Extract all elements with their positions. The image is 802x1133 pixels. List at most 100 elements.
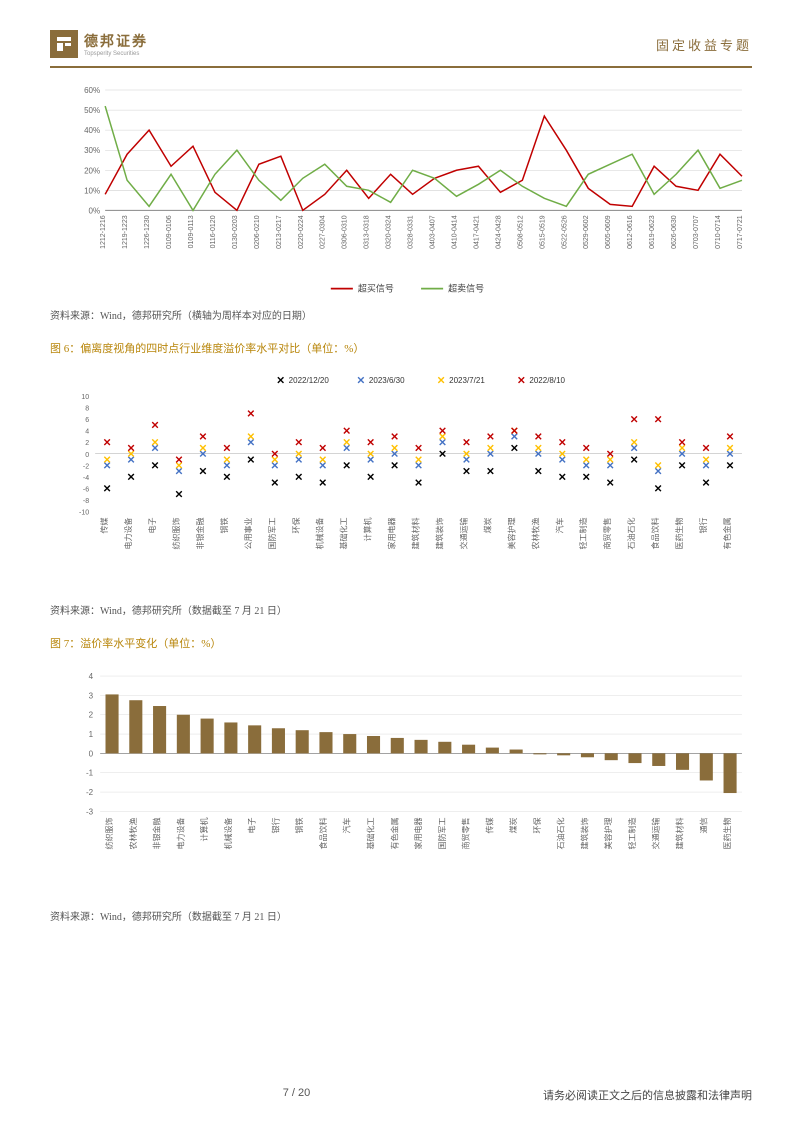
svg-text:0109-0113: 0109-0113 xyxy=(188,215,195,248)
page-footer: 7 / 20 请务必阅读正文之后的信息披露和法律声明 xyxy=(50,1087,752,1103)
svg-text:钢铁: 钢铁 xyxy=(219,517,229,533)
chart-3-source: 资料来源：Wind，德邦研究所（数据截至 7 月 21 日） xyxy=(50,908,752,923)
svg-text:0116-0120: 0116-0120 xyxy=(210,215,217,248)
svg-text:钢铁: 钢铁 xyxy=(294,818,304,834)
svg-text:2022/8/10: 2022/8/10 xyxy=(529,376,565,385)
svg-text:超卖信号: 超卖信号 xyxy=(448,283,484,294)
svg-text:2: 2 xyxy=(89,711,94,720)
svg-text:交通运输: 交通运输 xyxy=(651,818,661,850)
svg-text:美容护理: 美容护理 xyxy=(506,517,516,549)
svg-text:0605-0609: 0605-0609 xyxy=(605,215,612,249)
svg-text:机械设备: 机械设备 xyxy=(223,818,233,850)
svg-text:石油石化: 石油石化 xyxy=(556,818,566,850)
svg-text:2: 2 xyxy=(85,440,89,447)
svg-text:2022/12/20: 2022/12/20 xyxy=(289,376,330,385)
svg-text:有色金属: 有色金属 xyxy=(722,517,732,549)
svg-text:4: 4 xyxy=(85,428,89,435)
svg-text:1226-1230: 1226-1230 xyxy=(144,215,151,249)
svg-text:电力设备: 电力设备 xyxy=(123,517,133,549)
svg-text:通信: 通信 xyxy=(698,818,708,834)
fig-7-title: 图 7：溢价率水平变化（单位：%） xyxy=(50,635,752,651)
svg-text:基础化工: 基础化工 xyxy=(366,818,376,850)
svg-text:0612-0616: 0612-0616 xyxy=(627,215,634,249)
svg-text:0227-0304: 0227-0304 xyxy=(320,215,327,249)
svg-text:40%: 40% xyxy=(84,126,100,135)
logo-cn: 德邦证券 xyxy=(84,31,148,51)
footer-disclaimer: 请务必阅读正文之后的信息披露和法律声明 xyxy=(543,1087,752,1103)
svg-text:-2: -2 xyxy=(83,463,89,470)
svg-text:美容护理: 美容护理 xyxy=(603,818,613,850)
svg-text:纺织服饰: 纺织服饰 xyxy=(171,517,181,549)
svg-text:计算机: 计算机 xyxy=(363,517,373,541)
svg-text:0: 0 xyxy=(89,750,94,759)
svg-text:0130-0203: 0130-0203 xyxy=(232,215,239,249)
svg-text:国防军工: 国防军工 xyxy=(267,517,277,549)
svg-text:0206-0210: 0206-0210 xyxy=(254,215,261,249)
svg-text:0328-0331: 0328-0331 xyxy=(408,215,415,249)
logo: 德邦证券 Topsperity Securities xyxy=(50,30,148,58)
svg-text:-4: -4 xyxy=(83,474,89,481)
svg-text:家用电器: 家用电器 xyxy=(387,517,397,549)
svg-text:轻工制造: 轻工制造 xyxy=(578,517,588,549)
svg-text:食品饮料: 食品饮料 xyxy=(318,818,328,850)
svg-text:煤炭: 煤炭 xyxy=(482,517,492,533)
svg-text:商贸零售: 商贸零售 xyxy=(461,818,471,850)
svg-text:建筑装饰: 建筑装饰 xyxy=(579,818,589,850)
svg-text:3: 3 xyxy=(89,692,94,701)
svg-text:非银金融: 非银金融 xyxy=(152,818,162,850)
svg-text:食品饮料: 食品饮料 xyxy=(650,517,660,549)
svg-text:汽车: 汽车 xyxy=(342,818,352,834)
svg-text:0703-0707: 0703-0707 xyxy=(693,215,700,249)
svg-text:0717-0721: 0717-0721 xyxy=(737,215,744,249)
svg-text:煤炭: 煤炭 xyxy=(508,818,518,834)
svg-text:0424-0428: 0424-0428 xyxy=(495,215,502,249)
svg-text:0320-0324: 0320-0324 xyxy=(386,215,393,249)
svg-text:基础化工: 基础化工 xyxy=(339,517,349,549)
svg-text:10%: 10% xyxy=(84,186,100,195)
svg-text:有色金属: 有色金属 xyxy=(389,818,399,850)
chart-2-svg: -10-8-6-4-20246810传媒电力设备电子纺织服饰非银金融钢铁公用事业… xyxy=(50,366,752,597)
svg-text:60%: 60% xyxy=(84,86,100,95)
svg-text:环保: 环保 xyxy=(532,818,542,834)
svg-text:1212-1216: 1212-1216 xyxy=(100,215,107,249)
chart-1-source: 资料来源：Wind，德邦研究所（横轴为周样本对应的日期） xyxy=(50,307,752,322)
svg-text:医药生物: 医药生物 xyxy=(674,517,684,549)
svg-text:建筑装饰: 建筑装饰 xyxy=(435,517,445,549)
svg-text:0710-0714: 0710-0714 xyxy=(715,215,722,249)
svg-text:2023/7/21: 2023/7/21 xyxy=(449,376,485,385)
svg-text:-2: -2 xyxy=(86,788,94,797)
svg-text:电力设备: 电力设备 xyxy=(175,818,185,850)
svg-text:超买信号: 超买信号 xyxy=(358,283,394,294)
svg-text:0619-0623: 0619-0623 xyxy=(649,215,656,249)
svg-text:交通运输: 交通运输 xyxy=(458,517,468,549)
chart-3-svg: -3-2-101234纺织服饰农林牧渔非银金融电力设备计算机机械设备电子银行钢铁… xyxy=(50,661,752,902)
chart-2-scatter: -10-8-6-4-20246810传媒电力设备电子纺织服饰非银金融钢铁公用事业… xyxy=(50,366,752,597)
svg-text:电子: 电子 xyxy=(247,818,257,834)
svg-text:传媒: 传媒 xyxy=(99,517,109,533)
svg-text:10: 10 xyxy=(81,394,89,401)
header-category: 固定收益专题 xyxy=(656,35,752,54)
svg-text:1219-1223: 1219-1223 xyxy=(122,215,129,249)
svg-text:0522-0526: 0522-0526 xyxy=(561,215,568,249)
svg-text:非银金融: 非银金融 xyxy=(195,517,205,549)
svg-text:环保: 环保 xyxy=(291,517,301,533)
svg-text:50%: 50% xyxy=(84,106,100,115)
svg-text:1: 1 xyxy=(89,730,94,739)
svg-text:计算机: 计算机 xyxy=(199,818,209,842)
chart-2-source: 资料来源：Wind，德邦研究所（数据截至 7 月 21 日） xyxy=(50,602,752,617)
svg-text:农林牧渔: 农林牧渔 xyxy=(530,517,540,549)
page-header: 德邦证券 Topsperity Securities 固定收益专题 xyxy=(50,30,752,58)
svg-text:0313-0318: 0313-0318 xyxy=(364,215,371,249)
svg-text:家用电器: 家用电器 xyxy=(413,818,423,850)
svg-text:-1: -1 xyxy=(86,769,94,778)
svg-text:0220-0224: 0220-0224 xyxy=(298,215,305,249)
svg-text:机械设备: 机械设备 xyxy=(315,517,325,549)
svg-text:0410-0414: 0410-0414 xyxy=(452,215,459,249)
svg-text:传媒: 传媒 xyxy=(484,818,494,834)
svg-text:0626-0630: 0626-0630 xyxy=(671,215,678,249)
svg-text:0515-0519: 0515-0519 xyxy=(539,215,546,249)
svg-text:0508-0512: 0508-0512 xyxy=(517,215,524,249)
svg-text:汽车: 汽车 xyxy=(554,517,564,533)
svg-text:4: 4 xyxy=(89,672,94,681)
svg-text:商贸零售: 商贸零售 xyxy=(602,517,612,549)
